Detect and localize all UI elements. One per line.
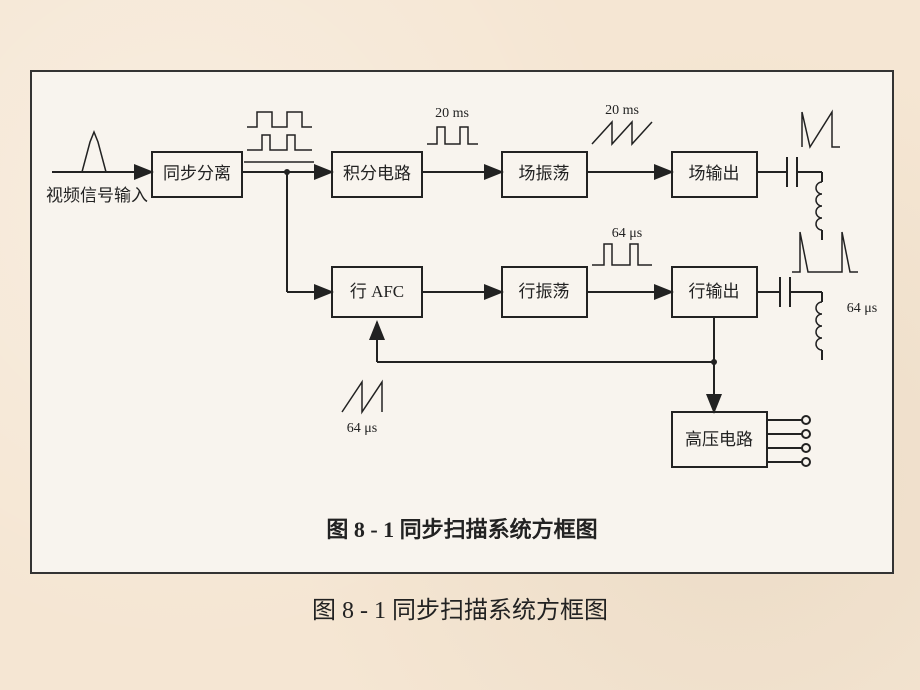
label-20ms-saw: 20 ms [605, 103, 639, 118]
field-output-stage [757, 112, 840, 240]
caption-inner: 图 8 - 1 同步扫描系统方框图 [326, 517, 597, 542]
field-sawtooth: 20 ms [592, 103, 652, 144]
label-field-osc: 场振荡 [519, 164, 570, 183]
label-64us-out: 64 μs [847, 301, 877, 316]
diagram-frame: 视频信号输入 同步分离 积分电路 20 ms 场振荡 20 ms 场输出 [30, 70, 894, 574]
label-64us-pulse: 64 μs [612, 226, 642, 241]
label-field-out: 场输出 [689, 164, 740, 183]
field-sync-pulse: 20 ms [427, 106, 478, 144]
label-64us-fb: 64 μs [347, 421, 377, 436]
label-line-out: 行输出 [689, 282, 740, 301]
label-sync-sep: 同步分离 [163, 164, 231, 183]
label-20ms-pulse: 20 ms [435, 106, 469, 121]
feedback-path [377, 317, 717, 365]
label-line-afc: 行 AFC [350, 282, 404, 301]
input-label: 视频信号输入 [46, 186, 148, 205]
line-output-stage: 64 μs [757, 232, 877, 360]
label-integrator: 积分电路 [343, 164, 411, 183]
caption-outer: 图 8 - 1 同步扫描系统方框图 [0, 590, 920, 625]
input-waveform [67, 132, 122, 172]
sync-pulse-waveforms [244, 112, 314, 162]
label-hv: 高压电路 [685, 430, 753, 449]
feedback-waveform: 64 μs [342, 382, 382, 436]
line-pulse-waveform: 64 μs [592, 226, 652, 265]
label-line-osc: 行振荡 [519, 282, 570, 301]
hv-outputs [767, 416, 810, 466]
